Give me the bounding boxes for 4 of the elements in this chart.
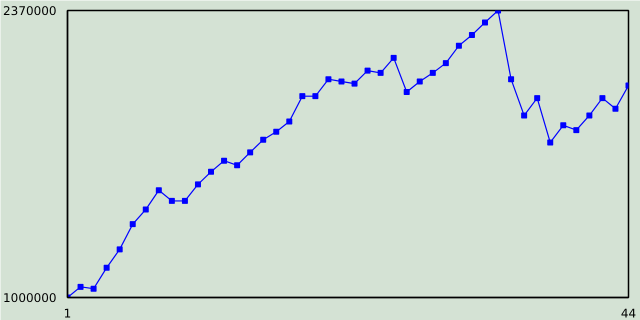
x-tick-label: 1	[64, 306, 72, 320]
y-tick-label: 2370000	[3, 4, 57, 18]
x-tick-label: 44	[620, 306, 636, 320]
y-tick-label: 1000000	[3, 291, 57, 305]
